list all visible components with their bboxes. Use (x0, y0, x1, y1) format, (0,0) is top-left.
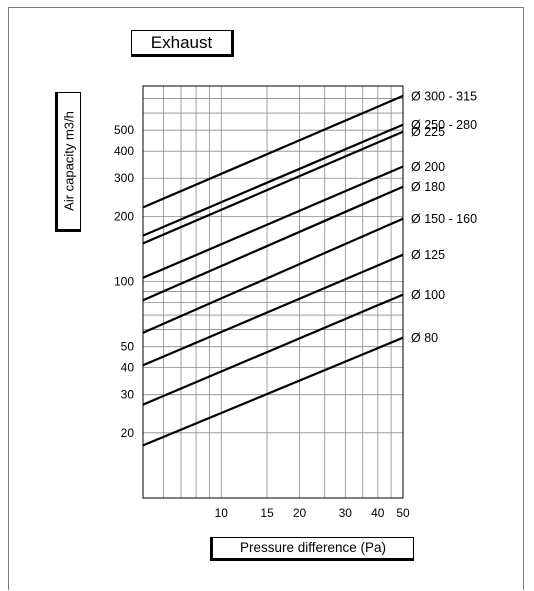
y-tick-label: 500 (114, 123, 134, 137)
y-tick-labels: 20 30 40 50 100 200 300 400 500 (114, 123, 134, 440)
series-line-1 (142, 123, 404, 237)
y-tick-label: 100 (114, 275, 134, 289)
x-tick-label: 30 (339, 506, 353, 520)
y-tick-label: 200 (114, 209, 134, 223)
y-tick-label: 30 (121, 388, 135, 402)
series-label: Ø 250 - 280 (411, 118, 477, 132)
series-label: Ø 80 (411, 331, 438, 345)
x-tick-label: 10 (215, 506, 229, 520)
chart-title: Exhaust (131, 30, 234, 57)
series-line-6 (142, 253, 404, 367)
x-axis-label: Pressure difference (Pa) (210, 537, 414, 561)
y-tick-label: 300 (114, 171, 134, 185)
y-tick-label: 40 (121, 361, 135, 375)
chart-frame (8, 7, 524, 590)
series-line-5 (142, 217, 404, 334)
series-label: Ø 225 (411, 125, 445, 139)
series-line-2 (142, 130, 404, 245)
y-tick-label: 50 (121, 340, 135, 354)
series-label: Ø 200 (411, 160, 445, 174)
x-tick-label: 50 (396, 506, 410, 520)
series-label: Ø 125 (411, 248, 445, 262)
series-line-4 (142, 185, 404, 302)
series-line-8 (142, 336, 404, 447)
series-label: Ø 300 - 315 (411, 89, 477, 103)
series-line-7 (142, 293, 404, 406)
x-tick-label: 15 (260, 506, 274, 520)
x-tick-label: 40 (371, 506, 385, 520)
series-label: Ø 150 - 160 (411, 212, 477, 226)
y-tick-label: 400 (114, 144, 134, 158)
series-label: Ø 180 (411, 180, 445, 194)
y-axis-label-box: Air capacity m3/h (55, 92, 81, 232)
series-label: Ø 100 (411, 288, 445, 302)
plot-area (142, 85, 404, 499)
series-line-3 (142, 165, 404, 279)
y-tick-label: 20 (121, 426, 135, 440)
series-lines (142, 94, 404, 447)
x-tick-label: 20 (293, 506, 307, 520)
x-tick-labels: 10 15 20 30 40 50 (215, 506, 410, 520)
series-line-0 (142, 94, 404, 209)
